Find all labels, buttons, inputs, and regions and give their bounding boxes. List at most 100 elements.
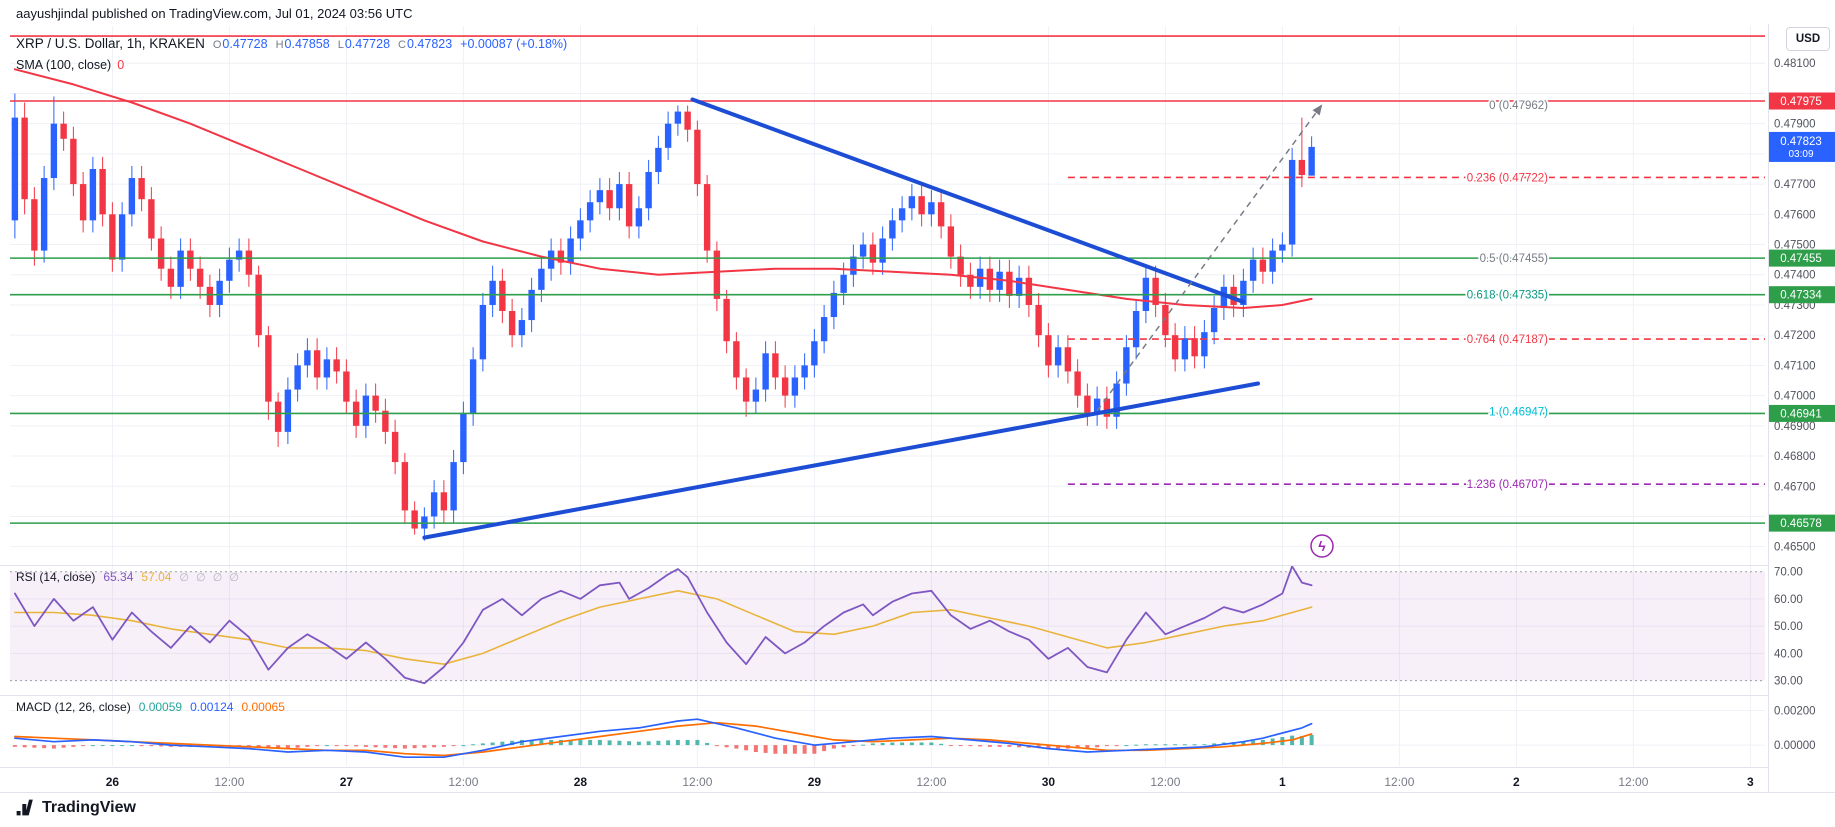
candle: [1064, 347, 1072, 372]
price-tick-label: 0.46800: [1774, 451, 1816, 463]
macd-histogram-bar: [480, 743, 485, 746]
macd-tick-label: 0.00000: [1774, 740, 1816, 752]
drawings-layer[interactable]: ϟ: [422, 97, 1334, 558]
macd-histogram-bar: [978, 745, 983, 747]
macd-histogram-bar: [285, 745, 290, 749]
macd-histogram-bar: [1251, 740, 1256, 746]
macd-histogram-bar: [890, 742, 895, 746]
macd-histogram-bar: [139, 745, 144, 747]
rsi-legend[interactable]: RSI (14, close) 65.34 57.04 ∅ ∅ ∅ ∅: [16, 570, 241, 584]
price-tick-label: 0.48100: [1774, 58, 1816, 70]
macd-histogram-bar: [334, 745, 339, 747]
trend-line[interactable]: [422, 381, 1260, 540]
price-label-text: 0.47455: [1780, 253, 1822, 265]
macd-histogram-bar: [597, 739, 602, 746]
candle: [781, 377, 789, 396]
ohlc-open-value: 0.47728: [222, 37, 268, 51]
macd-histogram-bar: [1056, 745, 1061, 749]
candle: [128, 178, 136, 215]
macd-histogram-bar: [110, 745, 115, 747]
macd-legend[interactable]: MACD (12, 26, close) 0.00059 0.00124 0.0…: [16, 700, 285, 714]
candle: [265, 335, 272, 402]
macd-histogram-bar: [763, 745, 768, 753]
candle: [508, 311, 516, 336]
axes-layer[interactable]: 0.481000.479000.477000.476000.475000.474…: [0, 24, 1835, 793]
macd-histogram-bar: [1299, 736, 1304, 746]
candle: [362, 395, 370, 426]
trend-line[interactable]: [690, 97, 1246, 304]
candle: [674, 111, 682, 124]
rsi-tick-label: 40.00: [1774, 648, 1803, 660]
rsi-tick-label: 50.00: [1774, 621, 1803, 633]
sma-legend-value: 0: [117, 58, 125, 72]
macd-histogram-bar: [714, 745, 719, 747]
macd-histogram-bar: [61, 745, 66, 748]
macd-histogram-bar: [354, 745, 359, 747]
candle: [967, 274, 974, 287]
macd-histogram-bar: [51, 745, 56, 749]
macd-histogram-bar: [734, 745, 739, 749]
main-chart-legend[interactable]: XRP / U.S. Dollar, 1h, KRAKEN O0.47728 H…: [16, 36, 567, 51]
candle: [1269, 250, 1276, 272]
fib-level-label: 0 (0.47962): [1489, 100, 1548, 112]
time-axis-label: 12:00: [1618, 775, 1648, 789]
time-axis-label: 1: [1279, 775, 1286, 789]
macd-histogram-bar: [997, 745, 1002, 747]
candle: [518, 320, 526, 336]
byline: aayushjindal published on TradingView.co…: [16, 6, 413, 21]
time-axis-label: 30: [1042, 775, 1056, 789]
candle: [235, 250, 243, 260]
candle: [1074, 371, 1081, 396]
candle: [664, 123, 672, 148]
projection-arrow[interactable]: [1096, 104, 1323, 412]
candle: [479, 304, 487, 360]
macd-histogram-bar: [1163, 744, 1168, 746]
candle: [177, 250, 184, 287]
macd-histogram-bar: [412, 745, 417, 749]
currency-button[interactable]: USD: [1786, 27, 1830, 51]
macd-histogram-bar: [705, 742, 710, 746]
candle: [343, 371, 350, 402]
candle: [1308, 146, 1315, 176]
candle: [21, 117, 28, 200]
fib-level-label: 0.764 (0.47187): [1467, 334, 1548, 346]
sma-legend-title[interactable]: SMA (100, close): [16, 58, 112, 72]
countdown-timer: 03:09: [1788, 149, 1813, 160]
rsi-legend-title[interactable]: RSI (14, close): [16, 570, 96, 584]
change-value: +0.00087 (+0.18%): [460, 37, 568, 51]
macd-histogram-bar: [802, 745, 807, 754]
macd-histogram-bar: [295, 745, 300, 748]
macd-histogram-bar: [1153, 744, 1158, 746]
macd-histogram-bar: [666, 740, 671, 746]
rsi-value: 65.34: [103, 570, 134, 584]
candle: [89, 168, 97, 221]
candle: [1288, 159, 1296, 245]
macd-histogram-bar: [656, 740, 661, 746]
price-levels-layer[interactable]: 0 (0.47962) 0.236 (0.47722) 0.5 (0.47455) 0…: [10, 35, 1765, 524]
candle: [157, 238, 165, 269]
price-tick-label: 0.47900: [1774, 119, 1816, 131]
macd-histogram-bar: [958, 745, 963, 747]
lightning-icon[interactable]: [1310, 534, 1334, 558]
macd-histogram-bar: [1114, 745, 1119, 747]
candle: [1123, 347, 1130, 384]
macd-histogram-bar: [1202, 744, 1207, 746]
candle: [616, 184, 623, 209]
candle: [1191, 338, 1198, 357]
time-axis-label: 12:00: [1384, 775, 1414, 789]
symbol-title[interactable]: XRP / U.S. Dollar, 1h, KRAKEN: [16, 36, 205, 51]
rsi-tick-label: 70.00: [1774, 567, 1803, 579]
ohlc-close-value: 0.47823: [406, 37, 453, 51]
macd-histogram-bar: [402, 745, 407, 749]
fib-level-label: 0.5 (0.47455): [1480, 253, 1549, 265]
macd-histogram-bar: [529, 739, 534, 746]
macd-histogram-bar: [1085, 745, 1090, 749]
candle: [918, 196, 925, 215]
brand-name[interactable]: TradingView: [42, 798, 136, 816]
tradingview-logo[interactable]: [14, 797, 35, 818]
macd-histogram-bar: [266, 745, 271, 748]
sma-legend[interactable]: SMA (100, close) 0: [16, 58, 124, 72]
macd-legend-title[interactable]: MACD (12, 26, close): [16, 700, 131, 714]
candle: [996, 271, 1003, 290]
